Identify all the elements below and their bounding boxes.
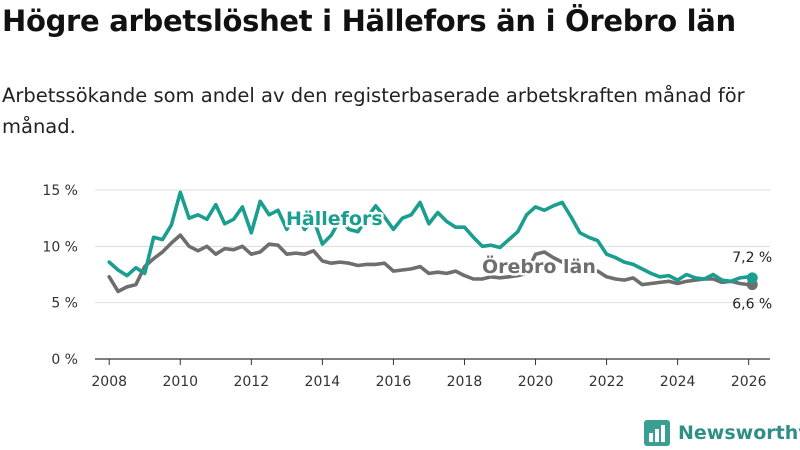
- bar-chart-icon: [644, 420, 670, 446]
- end-label-orebro-lan: 6,6 %: [732, 297, 772, 313]
- x-tick-label: 2018: [447, 374, 483, 390]
- y-tick-label: 15 %: [42, 183, 78, 199]
- end-point-hallefors: [746, 272, 758, 284]
- series-line-orebro-lan: [107, 233, 755, 294]
- x-tick-label: 2008: [91, 374, 127, 390]
- x-tick-label: 2014: [305, 374, 341, 390]
- newsworthy-logo[interactable]: Newsworthy: [644, 418, 800, 448]
- x-tick-label: 2026: [731, 374, 767, 390]
- chart-title: Högre arbetslöshet i Hällefors än i Öreb…: [2, 4, 736, 38]
- x-tick-label: 2020: [518, 374, 554, 390]
- x-tick-label: 2016: [376, 374, 412, 390]
- x-tick-label: 2024: [660, 374, 696, 390]
- chart-subtitle: Arbetssökande som andel av den registerb…: [2, 84, 745, 138]
- x-tick-label: 2022: [589, 374, 625, 390]
- series-label-orebro-lan: Örebro län: [482, 254, 596, 278]
- x-tick-label: 2010: [162, 374, 198, 390]
- x-tick-label: 2012: [233, 374, 269, 390]
- y-tick-label: 0 %: [51, 352, 78, 368]
- y-axis-ticks: 0 % 5 % 10 % 15 %: [42, 183, 78, 368]
- x-axis: 2008 2010 2012 2014 2016 2018 2020 2022 2024 2026: [91, 359, 767, 390]
- series-lines: [107, 190, 755, 294]
- series-line-hallefors: [107, 190, 755, 284]
- y-tick-label: 10 %: [42, 239, 78, 255]
- y-tick-label: 5 %: [51, 296, 78, 312]
- end-label-hallefors: 7,2 %: [732, 250, 772, 266]
- series-label-hallefors: Hällefors: [286, 208, 383, 230]
- series-labels: 7,2 % 6,6 % Hällefors Örebro län: [284, 206, 773, 313]
- brand-name: Newsworthy: [678, 422, 800, 444]
